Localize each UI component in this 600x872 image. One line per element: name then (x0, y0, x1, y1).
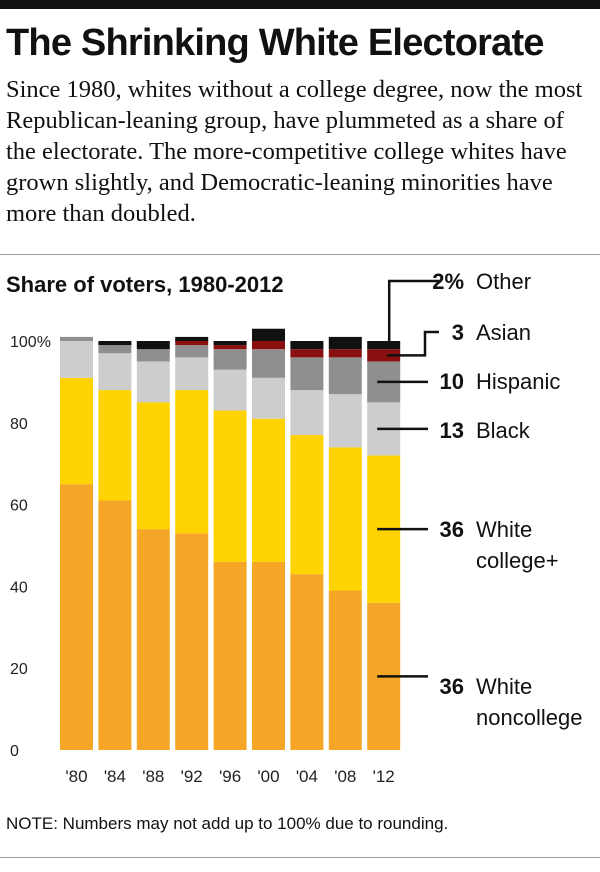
bar-segment-black (98, 353, 132, 391)
top-divider (0, 254, 600, 255)
bar-segment-white-noncollege (252, 561, 285, 750)
footnote: NOTE: Numbers may not add up to 100% due… (6, 814, 449, 833)
leader-line-other (387, 279, 439, 346)
bar-segment-other (98, 341, 132, 346)
value-label-hispanic: 10 (440, 369, 464, 394)
bar-segment-hispanic (252, 349, 285, 378)
bar-segment-other (175, 336, 209, 341)
series-label-asian: Asian (476, 320, 531, 345)
x-tick-label: '88 (142, 767, 164, 786)
bar-segment-black (60, 341, 93, 378)
bar-segment-hispanic (175, 345, 209, 358)
bar-segment-black (328, 394, 362, 448)
bar-segment-asian (213, 345, 247, 350)
bar-segment-white-noncollege (175, 533, 209, 750)
x-tick-label: '12 (373, 767, 395, 786)
bar-segment-asian (252, 341, 285, 350)
page-subtitle: Since 1980, whites without a college deg… (6, 76, 583, 227)
bar-segment-black (213, 369, 247, 411)
value-label-other: 2% (432, 269, 464, 294)
page-title: The Shrinking White Electorate (6, 22, 544, 64)
bar-segment-white-noncollege (136, 529, 170, 750)
series-label-hispanic: Hispanic (476, 369, 560, 394)
y-tick-label: 100% (10, 334, 51, 351)
bar-segment-other (252, 328, 285, 341)
top-rule (0, 0, 600, 9)
bar-segment-black (252, 377, 285, 419)
bar-segment-white-college (213, 410, 247, 562)
bar-segment-hispanic (136, 349, 170, 362)
bar-segment-other (213, 341, 247, 346)
value-label-black: 13 (440, 418, 464, 443)
bar-segment-white-college (60, 377, 93, 485)
x-tick-label: '84 (104, 767, 126, 786)
bar-segment-asian (175, 341, 209, 346)
bar-segment-asian (328, 349, 362, 358)
bottom-divider (0, 857, 600, 858)
value-label-white-college: 36 (440, 517, 464, 542)
bar-segment-white-college (290, 435, 324, 575)
bar-segment-white-college (175, 390, 209, 534)
series-label-white-noncollege: White (476, 674, 532, 699)
bar-segment-asian (367, 349, 401, 362)
bar-segment-hispanic (328, 357, 362, 395)
series-label-black: Black (476, 418, 531, 443)
bar-segment-black (290, 390, 324, 436)
y-tick-label: 80 (10, 416, 28, 433)
bar-segment-other (367, 341, 401, 350)
x-tick-label: '92 (181, 767, 203, 786)
bar-segment-hispanic (60, 336, 93, 341)
bar-segment-hispanic (98, 345, 132, 354)
bar-segment-white-noncollege (328, 590, 362, 750)
bar-segment-white-college (252, 418, 285, 562)
x-tick-label: '08 (334, 767, 356, 786)
bar-segment-white-college (328, 447, 362, 591)
x-tick-label: '04 (296, 767, 318, 786)
x-tick-label: '80 (65, 767, 87, 786)
chart-title: Share of voters, 1980-2012 (6, 272, 284, 297)
bar-segment-asian (290, 349, 324, 358)
bar-segment-hispanic (213, 349, 247, 370)
value-label-asian: 3 (452, 320, 464, 345)
bar-segment-other (136, 341, 170, 350)
bar-segment-white-noncollege (290, 574, 324, 750)
bar-segment-white-noncollege (60, 484, 93, 750)
bar-segment-white-noncollege (213, 561, 247, 750)
series-label-other: Other (476, 269, 531, 294)
bar-segment-other (290, 341, 324, 350)
y-tick-label: 0 (10, 743, 19, 760)
x-tick-label: '96 (219, 767, 241, 786)
bar-segment-black (136, 361, 170, 403)
bar-segment-white-college (98, 390, 132, 501)
bar-segment-other (328, 336, 362, 350)
value-label-white-noncollege: 36 (440, 674, 464, 699)
bar-segment-white-noncollege (98, 500, 132, 750)
bar-segment-black (175, 357, 209, 391)
leader-line-asian (387, 330, 439, 357)
y-tick-label: 60 (10, 498, 28, 515)
series-label-white-noncollege: noncollege (476, 705, 582, 730)
y-tick-label: 40 (10, 579, 28, 596)
stacked-bar-chart: 100% 80 60 40 20 0 '80 '84 '88 '92 '96 '00 '04 '08 '12… (10, 269, 582, 786)
series-label-white-college: college+ (476, 548, 559, 573)
bar-segment-hispanic (290, 357, 324, 391)
y-tick-label: 20 (10, 661, 28, 678)
series-label-white-college: White (476, 517, 532, 542)
bar-segment-white-college (136, 402, 170, 530)
x-tick-label: '00 (257, 767, 279, 786)
